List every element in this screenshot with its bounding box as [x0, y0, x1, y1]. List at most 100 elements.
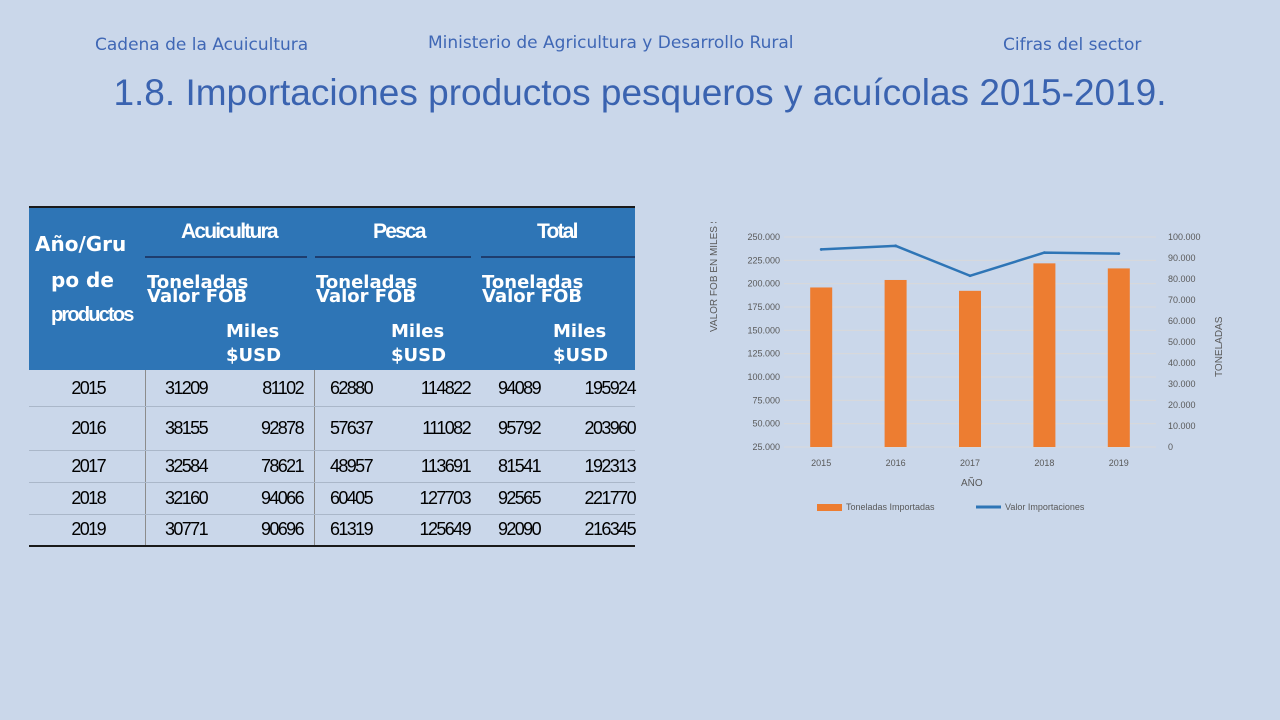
cell-total-value: 221770: [584, 487, 637, 508]
row-header-line1: Año/Gru: [35, 232, 127, 256]
table-row: 2016 38155 92878 57637 111082 95792 2039…: [29, 406, 637, 451]
y-tick-label: 150.000: [747, 325, 780, 335]
imports-chart: 25.000 50.000 75.000 100.000 125.000 150.000 1…: [709, 222, 1225, 512]
y2-tick-label: 100.000: [1168, 232, 1201, 242]
y-tick-label: 125.000: [747, 349, 780, 359]
cell-acu-value: 78621: [260, 455, 305, 476]
legend-swatch-bars: [817, 504, 842, 511]
column-divider: [145, 370, 146, 546]
line-point-2019: [1117, 252, 1121, 256]
cell-total-tons: 95792: [497, 417, 542, 438]
sub-miles-3: Miles: [553, 321, 607, 342]
table-row: 2018 32160 94066 60405 127703 92565 2217…: [29, 482, 637, 515]
cell-total-value: 216345: [584, 519, 637, 539]
y-tick-label: 25.000: [752, 442, 780, 452]
group-total: Total: [537, 220, 578, 243]
cell-year: 2018: [71, 487, 106, 508]
bar-2017: [959, 290, 981, 447]
cell-total-value: 195924: [584, 377, 637, 398]
y2-tick-label: 60.000: [1168, 316, 1196, 326]
row-header-line3: productos: [51, 304, 134, 326]
x-axis-label: AÑO: [961, 476, 983, 489]
x-tick-label: 2017: [960, 458, 980, 468]
group-pesca: Pesca: [373, 220, 427, 243]
y2-axis-ticks: 0 10.000 20.000 30.000 40.000 50.000 60.000 70.…: [1168, 232, 1201, 452]
bar-2015: [810, 287, 833, 447]
column-divider: [314, 370, 315, 546]
line-point-2017: [968, 274, 972, 278]
cell-acu-tons: 38155: [164, 417, 209, 438]
sub-miles-1: Miles: [226, 321, 280, 342]
cell-year: 2016: [71, 417, 106, 438]
cell-pesca-value: 127703: [419, 487, 472, 508]
cell-total-tons: 94089: [497, 377, 542, 398]
cell-acu-tons: 32160: [164, 487, 209, 508]
sub-miles-2: Miles: [391, 321, 445, 342]
cell-pesca-tons: 62880: [329, 377, 374, 398]
y-axis-label: VALOR FOB EN MILES $USD: [709, 222, 720, 332]
cell-acu-tons: 30771: [164, 519, 209, 539]
row-header-line2: po de: [51, 268, 114, 292]
sub-toneladas-1: Toneladas: [147, 272, 249, 293]
cell-acu-value: 81102: [262, 377, 304, 398]
line-point-2016: [894, 244, 897, 248]
cell-total-tons: 92090: [497, 519, 542, 539]
y2-tick-label: 0: [1168, 442, 1173, 452]
cell-total-tons: 81541: [497, 455, 542, 476]
y2-tick-label: 50.000: [1168, 337, 1196, 347]
x-axis-ticks: 2015 2016 2017 2018 2019: [811, 458, 1129, 468]
y-tick-label: 200.000: [747, 279, 780, 289]
table-header: Año/Gru po de productos Acuicultura Pesc…: [29, 206, 635, 370]
x-tick-label: 2016: [886, 458, 906, 468]
imports-table: Año/Gru po de productos Acuicultura Pesc…: [29, 206, 637, 547]
group-underline-total: [481, 256, 635, 258]
line-series: [819, 244, 1121, 278]
sub-usd-3: $USD: [553, 345, 609, 366]
bar-series: [810, 263, 1130, 447]
cell-pesca-tons: 57637: [329, 417, 374, 438]
y-tick-label: 50.000: [752, 419, 780, 429]
sub-toneladas-2: Toneladas: [316, 272, 418, 293]
header-right: Cifras del sector: [1003, 35, 1142, 55]
cell-pesca-tons: 48957: [329, 455, 374, 476]
cell-pesca-value: 114822: [420, 377, 472, 398]
sub-usd-2: $USD: [391, 345, 447, 366]
sub-toneladas-3: Toneladas: [482, 272, 584, 293]
cell-total-value: 192313: [584, 455, 637, 476]
cell-total-tons: 92565: [497, 487, 542, 508]
cell-pesca-tons: 61319: [329, 519, 374, 539]
cell-acu-value: 90696: [260, 519, 305, 539]
x-tick-label: 2015: [811, 458, 831, 468]
cell-year: 2015: [71, 377, 106, 398]
sub-valor-2: Valor FOB: [316, 286, 417, 307]
cell-year: 2017: [71, 455, 106, 476]
legend-label-line: Valor Importaciones: [1005, 502, 1085, 512]
slide-title: 1.8. Importaciones productos pesqueros y…: [113, 72, 1167, 113]
y2-tick-label: 30.000: [1168, 379, 1196, 389]
bar-2016: [884, 279, 907, 447]
y2-tick-label: 20.000: [1168, 400, 1196, 410]
group-acuicultura: Acuicultura: [181, 220, 279, 243]
sub-valor-3: Valor FOB: [482, 286, 583, 307]
y-tick-label: 75.000: [752, 395, 780, 405]
y2-axis-label: TONELADAS: [1214, 316, 1225, 377]
cell-acu-value: 94066: [260, 487, 305, 508]
line-point-2018: [1043, 251, 1046, 255]
cell-pesca-tons: 60405: [329, 487, 374, 508]
cell-pesca-value: 125649: [419, 519, 472, 539]
cell-pesca-value: 113691: [420, 455, 472, 476]
group-underline-pesca: [315, 256, 471, 258]
table-row: 2015 31209 81102 62880 114822 94089 1959…: [29, 370, 637, 407]
line-point-2015: [819, 248, 823, 251]
y2-tick-label: 40.000: [1168, 358, 1196, 368]
group-underline-acuicultura: [145, 256, 307, 258]
y-axis-ticks: 25.000 50.000 75.000 100.000 125.000 150.000 1…: [747, 232, 780, 452]
table-row: 2017 32584 78621 48957 113691 81541 1923…: [29, 450, 637, 483]
header-left: Cadena de la Acuicultura: [95, 35, 309, 55]
cell-acu-tons: 32584: [164, 455, 209, 476]
y-tick-label: 250.000: [747, 232, 780, 242]
y2-tick-label: 10.000: [1168, 421, 1196, 431]
x-tick-label: 2018: [1034, 458, 1054, 468]
cell-acu-tons: 31209: [164, 377, 209, 398]
bar-2019: [1107, 268, 1130, 447]
